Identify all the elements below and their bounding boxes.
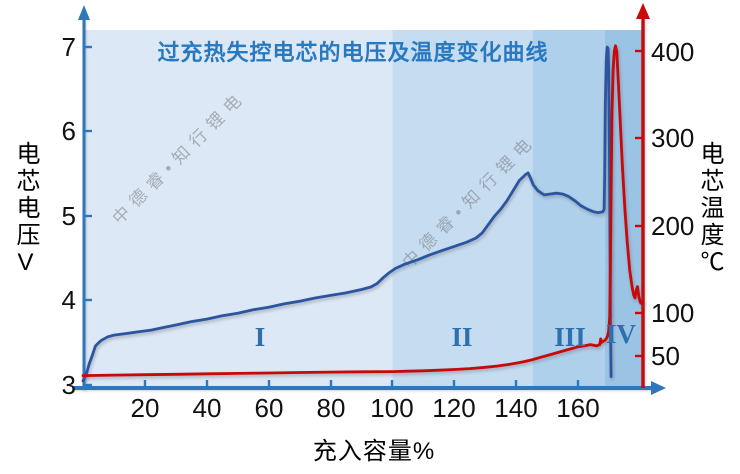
x-tick-label: 60 [254, 393, 284, 423]
left-tick-label: 4 [61, 285, 76, 315]
x-tick-label: 160 [556, 393, 600, 423]
zone-band-1 [83, 30, 393, 388]
zone-band-2 [392, 30, 533, 388]
x-tick-label: 100 [370, 393, 414, 423]
temperature-curve [81, 44, 645, 377]
left-axis-title: 电芯电压V [12, 141, 39, 279]
voltage-curve [81, 45, 613, 383]
left-axis [82, 16, 92, 390]
x-tick-label: 120 [432, 393, 476, 423]
right-tick-label: 200 [651, 211, 695, 241]
left-axis-arrow-icon [78, 5, 90, 20]
left-tick-label: 3 [61, 370, 76, 400]
zone-bands [83, 30, 644, 388]
x-tick-label: 140 [494, 393, 538, 423]
left-tick-label: 6 [61, 116, 76, 146]
left-tick-label: 7 [61, 32, 76, 62]
x-axis-arrow-icon [651, 381, 666, 395]
zone-label-4: IV [605, 319, 636, 349]
right-axis-title: 电芯温度℃ [696, 141, 723, 276]
x-axis-title: 充入容量% [312, 438, 436, 465]
right-tick-label: 100 [651, 298, 695, 328]
right-axis [635, 14, 645, 388]
x-tick-label: 40 [192, 393, 222, 423]
chart-title: 过充热失控电芯的电压及温度变化曲线 [157, 40, 549, 65]
right-axis-arrow-icon [636, 3, 650, 19]
right-tick-label: 50 [651, 341, 680, 371]
x-axis [74, 380, 652, 390]
right-tick-label: 300 [651, 123, 695, 153]
right-tick-label: 400 [651, 37, 695, 67]
zone-band-3 [532, 30, 605, 388]
zone-label-1: I [254, 322, 266, 352]
x-tick-label: 20 [130, 393, 160, 423]
left-tick-label: 5 [61, 201, 76, 231]
zone-label-3: III [554, 322, 586, 352]
zone-label-2: II [451, 322, 473, 352]
x-tick-label: 80 [316, 393, 346, 423]
